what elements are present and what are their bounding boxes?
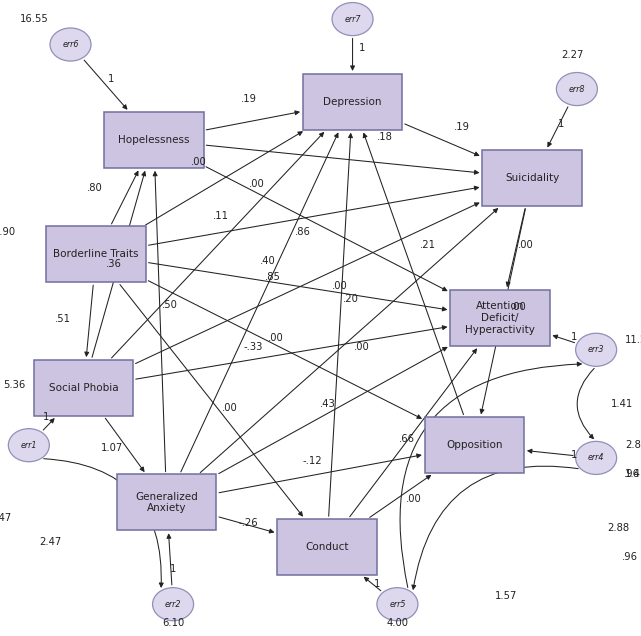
Text: .00: .00 [191,157,206,167]
Ellipse shape [556,73,597,106]
Ellipse shape [576,333,617,366]
Text: err1: err1 [21,441,37,450]
Text: .86: .86 [295,227,310,237]
Text: .00: .00 [354,342,370,352]
Text: 2.47: 2.47 [0,513,12,523]
Text: 11.28: 11.28 [625,335,641,345]
Text: Hopelessness: Hopelessness [118,135,190,145]
FancyBboxPatch shape [34,360,133,416]
Text: -.26: -.26 [239,518,258,528]
Text: Attention
Deficit/
Hyperactivity: Attention Deficit/ Hyperactivity [465,301,535,335]
FancyBboxPatch shape [424,417,524,473]
Text: 1: 1 [571,450,578,460]
Text: .18: .18 [377,132,392,142]
Text: -.12: -.12 [303,456,322,466]
Ellipse shape [332,3,373,36]
Text: .00: .00 [249,179,264,190]
Text: .50: .50 [162,300,178,310]
Text: .66: .66 [399,434,415,444]
Text: .43: .43 [320,399,336,409]
Text: -.33: -.33 [244,342,263,352]
Text: 1: 1 [558,119,564,129]
Text: err7: err7 [344,15,361,24]
Text: .85: .85 [265,272,280,282]
Text: .00: .00 [268,333,283,343]
Text: 1: 1 [43,411,49,422]
Text: Opposition: Opposition [446,440,503,450]
Text: Generalized
Anxiety: Generalized Anxiety [135,492,198,513]
FancyBboxPatch shape [450,290,550,346]
FancyBboxPatch shape [46,226,146,282]
FancyBboxPatch shape [117,474,217,530]
Text: .11: .11 [213,211,229,221]
Text: 16.55: 16.55 [20,14,49,24]
FancyBboxPatch shape [303,74,403,130]
Text: 2.27: 2.27 [561,50,583,60]
Text: err4: err4 [588,453,604,462]
Text: err5: err5 [389,600,406,609]
Text: 2.47: 2.47 [39,537,61,547]
Text: 1.57: 1.57 [495,591,517,601]
Text: .19: .19 [241,93,256,104]
Ellipse shape [576,441,617,474]
FancyBboxPatch shape [482,150,582,206]
Text: 1.41: 1.41 [611,399,633,409]
Text: err8: err8 [569,85,585,93]
FancyBboxPatch shape [278,519,377,575]
Text: Depression: Depression [323,97,382,107]
Ellipse shape [153,588,194,621]
Text: .00: .00 [406,494,421,504]
Text: 1.07: 1.07 [101,443,123,453]
Text: 1.41: 1.41 [625,469,641,479]
Text: 1: 1 [374,579,380,589]
Text: 5.36: 5.36 [3,380,26,390]
Text: .00: .00 [332,281,347,291]
Ellipse shape [377,588,418,621]
Text: err3: err3 [588,345,604,354]
Text: 1: 1 [108,74,114,85]
Text: .96: .96 [624,469,639,479]
Text: Suicidality: Suicidality [505,173,559,183]
Text: Conduct: Conduct [305,542,349,552]
Ellipse shape [8,429,49,462]
Text: Social Phobia: Social Phobia [49,383,118,393]
Text: .51: .51 [55,314,71,324]
Text: .21: .21 [420,240,436,250]
Text: .80: .80 [87,183,103,193]
Text: .20: .20 [344,294,359,304]
Text: 3.62: 3.62 [342,0,363,1]
Text: .36: .36 [106,259,122,269]
Text: 4.90: 4.90 [0,227,15,237]
Text: 6.10: 6.10 [162,618,184,628]
Text: Borderline Traits: Borderline Traits [53,249,139,259]
Text: 1: 1 [170,564,176,574]
Text: err6: err6 [62,40,79,49]
Text: .19: .19 [454,122,469,132]
Ellipse shape [50,28,91,61]
Text: 1: 1 [359,43,365,53]
FancyBboxPatch shape [104,112,204,168]
Text: err2: err2 [165,600,181,609]
Text: .40: .40 [260,256,276,266]
Text: 2.88: 2.88 [625,440,641,450]
Text: .96: .96 [622,551,638,562]
Text: 2.88: 2.88 [608,523,629,533]
Text: .00: .00 [512,301,527,312]
Text: 4.00: 4.00 [387,618,408,628]
Text: .00: .00 [222,403,237,413]
Text: .00: .00 [518,240,533,250]
Text: 1: 1 [571,332,578,342]
